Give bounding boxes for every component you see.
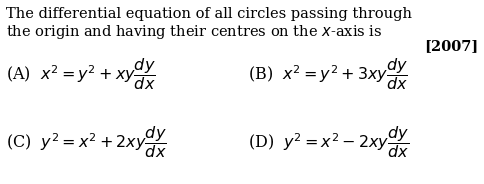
Text: (B)  $x^2 = y^2 + 3xy\dfrac{dy}{dx}$: (B) $x^2 = y^2 + 3xy\dfrac{dy}{dx}$ <box>248 56 408 92</box>
Text: (C)  $y^2 = x^2 + 2xy\dfrac{dy}{dx}$: (C) $y^2 = x^2 + 2xy\dfrac{dy}{dx}$ <box>6 124 166 160</box>
Text: [2007]: [2007] <box>424 39 478 53</box>
Text: The differential equation of all circles passing through: The differential equation of all circles… <box>6 7 412 21</box>
Text: the origin and having their centres on the $x$-axis is: the origin and having their centres on t… <box>6 23 382 41</box>
Text: (D)  $y^2 = x^2 - 2xy\dfrac{dy}{dx}$: (D) $y^2 = x^2 - 2xy\dfrac{dy}{dx}$ <box>248 124 409 160</box>
Text: (A)  $x^2 = y^2 + xy\dfrac{dy}{dx}$: (A) $x^2 = y^2 + xy\dfrac{dy}{dx}$ <box>6 56 156 92</box>
